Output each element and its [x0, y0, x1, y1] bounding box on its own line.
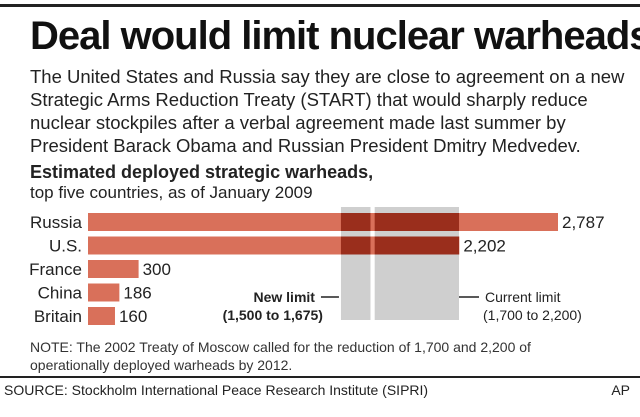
category-label-u-s: U.S. [49, 237, 82, 256]
value-label-france: 300 [143, 260, 171, 279]
bar-u-s-current-limit-overlap [374, 236, 460, 255]
new-limit-label: New limit [253, 289, 315, 305]
value-label-u-s: 2,202 [463, 237, 506, 256]
new-limit-range: (1,500 to 1,675) [223, 307, 323, 323]
note-text: NOTE: The 2002 Treaty of Moscow called f… [30, 339, 531, 373]
top-rule [0, 4, 640, 7]
bar-france [88, 260, 139, 278]
bar-britain [88, 307, 115, 325]
bar-russia [88, 213, 558, 231]
current-limit-label: Current limit [485, 289, 561, 305]
headline: Deal would limit nuclear warheads [30, 14, 640, 58]
value-labels: 2,787 2,202 300 186 160 [119, 213, 605, 326]
value-label-china: 186 [123, 284, 151, 303]
category-label-britain: Britain [34, 307, 82, 326]
category-label-russia: Russia [30, 213, 83, 232]
category-labels: Russia U.S. France China Britain [29, 213, 82, 326]
value-label-britain: 160 [119, 307, 147, 326]
category-label-china: China [38, 284, 83, 303]
bar-russia-new-limit-overlap [340, 213, 371, 231]
value-label-russia: 2,787 [562, 213, 605, 232]
chart-subtitle: top five countries, as of January 2009 [30, 183, 313, 202]
credit-text: AP [611, 382, 630, 398]
bar-overlaps [340, 213, 460, 255]
limit-annotations: New limit (1,500 to 1,675) Current limit (1… [223, 289, 582, 323]
bottom-rule [0, 376, 640, 378]
intro-text: The United States and Russia say they ar… [30, 66, 625, 156]
category-label-france: France [29, 260, 82, 279]
chart-title: Estimated deployed strategic warheads, [30, 162, 374, 182]
bar-russia-current-limit-overlap [374, 213, 460, 231]
bar-china [88, 283, 120, 302]
source-text: SOURCE: Stockholm International Peace Re… [4, 382, 429, 398]
current-limit-range: (1,700 to 2,200) [483, 307, 582, 323]
bar-u-s-new-limit-overlap [340, 236, 371, 255]
